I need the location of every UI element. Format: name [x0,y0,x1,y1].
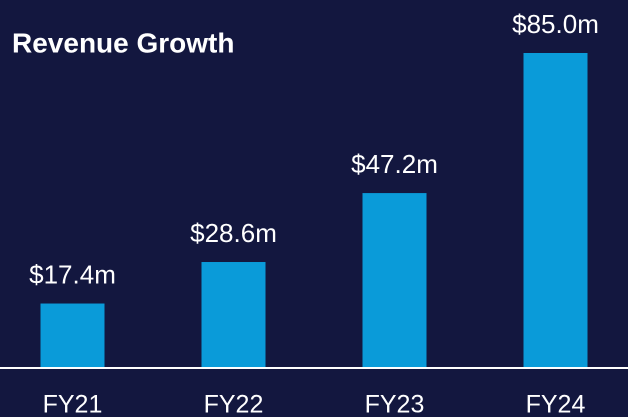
value-label: $28.6m [190,218,277,248]
value-label: $47.2m [351,149,438,179]
x-tick-label: FY23 [365,391,425,417]
x-tick-label: FY22 [204,391,264,417]
chart-title: Revenue Growth [12,27,234,58]
x-tick-label: FY21 [43,391,103,417]
bar [523,53,588,368]
bar [362,193,427,368]
value-label: $17.4m [29,259,116,289]
x-tick-label: FY24 [526,391,586,417]
value-label: $85.0m [512,9,599,39]
bar [40,303,105,368]
bar [201,262,266,368]
